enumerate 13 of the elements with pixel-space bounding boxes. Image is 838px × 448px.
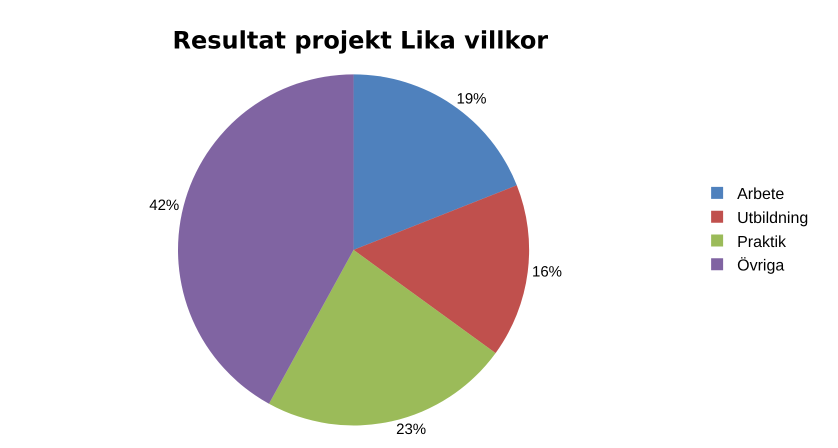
pie-slice — [178, 74, 354, 404]
pie-slice — [268, 250, 496, 426]
legend-label: Övriga — [737, 256, 784, 275]
legend-label: Utbildning — [737, 210, 808, 227]
pie-slice — [354, 74, 517, 250]
data-label: 16% — [532, 264, 562, 281]
pie-slice — [354, 185, 530, 354]
legend-label: Praktik — [737, 234, 788, 251]
legend-label: Arbete — [737, 186, 784, 204]
data-label: 19% — [456, 90, 487, 108]
chart-title: Resultat projekt Lika villkor — [172, 26, 548, 55]
data-label: 42% — [149, 197, 180, 214]
data-label: 23% — [396, 420, 426, 438]
